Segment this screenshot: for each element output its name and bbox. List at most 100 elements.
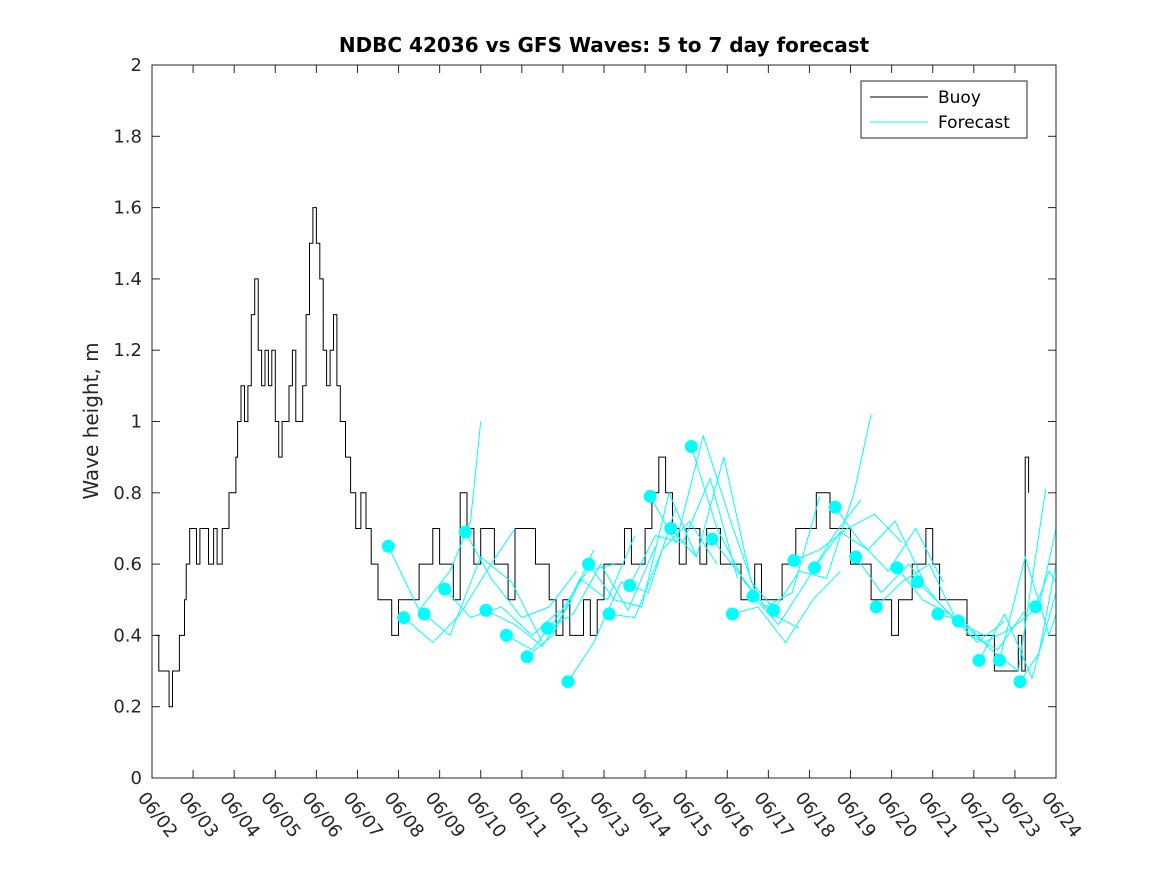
x-tick-label: 06/20	[873, 788, 921, 842]
forecast-point	[561, 675, 575, 689]
forecast-point	[910, 575, 924, 589]
x-tick-label: 06/07	[339, 788, 387, 842]
forecast-point	[458, 525, 472, 539]
forecast-point	[541, 621, 554, 635]
forecast-point	[746, 589, 760, 603]
forecast-point	[664, 522, 678, 535]
series-forecast-run	[506, 563, 615, 651]
forecast-point	[849, 550, 863, 564]
series-forecast-run	[958, 528, 1057, 644]
x-tick-label: 06/18	[791, 788, 839, 842]
x-tick-label: 06/19	[832, 788, 880, 842]
y-tick-label: 0.2	[113, 697, 142, 718]
series-forecast-run	[875, 563, 985, 636]
y-tick-label: 1.6	[113, 198, 142, 219]
x-tick-label: 06/24	[1037, 788, 1085, 842]
x-tick-label: 06/02	[133, 788, 181, 842]
forecast-point	[602, 607, 616, 621]
forecast-point	[417, 607, 431, 621]
series-forecast-run	[609, 520, 718, 619]
chart-title: NDBC 42036 vs GFS Waves: 5 to 7 day fore…	[339, 33, 870, 57]
series-forecast-run	[690, 446, 800, 629]
series-forecast-run	[916, 581, 1026, 651]
legend-buoy-label: Buoy	[938, 88, 981, 108]
x-tick-label: 06/03	[174, 788, 222, 842]
y-tick-label: 0.8	[113, 483, 142, 504]
legend-box	[860, 80, 1028, 139]
forecast-point	[828, 500, 842, 514]
x-tick-label: 06/13	[585, 788, 633, 842]
forecast-point	[684, 440, 698, 453]
x-tick-label: 06/06	[297, 788, 345, 842]
series-forecast-run	[629, 476, 738, 586]
series-forecast-run	[387, 421, 482, 612]
forecast-point	[520, 650, 534, 664]
x-tick-label: 06/09	[421, 788, 469, 842]
y-axis: 0 0.2 0.4 0.6 0.8 1 1.2 1.4 1.6 1.8 2	[113, 55, 1056, 789]
series-forecast-run	[978, 592, 1057, 680]
y-tick-label: 1.8	[113, 126, 142, 147]
y-tick-label: 1.2	[113, 340, 142, 361]
legend: Buoy Forecast	[860, 80, 1028, 139]
forecast-point	[767, 603, 780, 617]
series-forecast-run	[464, 531, 577, 619]
x-tick-label: 06/11	[503, 788, 551, 842]
forecast-point	[931, 607, 945, 621]
series-forecast-run	[711, 496, 821, 608]
series-forecast-run	[567, 506, 677, 682]
series-forecast-run	[423, 556, 543, 643]
series-forecast-run	[732, 570, 841, 644]
forecast-point	[725, 607, 739, 621]
series-forecast-run	[526, 535, 636, 658]
x-tick-label: 06/10	[462, 788, 510, 842]
plot-frame	[151, 64, 1057, 779]
forecast-point	[808, 561, 822, 575]
series-forecast-run	[999, 555, 1057, 661]
series-forecast-run	[670, 456, 779, 615]
forecast-point	[1029, 600, 1042, 614]
series-forecast-run	[1035, 570, 1057, 608]
forecast-point	[1013, 675, 1027, 689]
x-tick-label: 06/12	[544, 788, 592, 842]
forecast-point	[397, 611, 411, 625]
forecast-point	[479, 603, 493, 617]
series-forecast-run	[773, 414, 872, 611]
forecast-point	[890, 561, 904, 575]
series-buoy-line	[155, 207, 1030, 708]
forecast-point	[499, 628, 513, 642]
y-tick-label: 2	[131, 55, 142, 76]
forecast-point	[582, 557, 596, 571]
forecast-point	[951, 614, 965, 628]
x-tick-label: 06/05	[256, 788, 304, 842]
y-axis-label: Wave height, m	[79, 342, 103, 499]
forecast-point	[381, 539, 395, 553]
forecast-point	[643, 489, 657, 503]
series-forecast-run	[403, 528, 516, 644]
y-tick-label: 0	[131, 768, 142, 789]
x-tick-label: 06/22	[955, 788, 1003, 842]
x-tick-label: 06/17	[749, 788, 797, 842]
y-tick-label: 0.6	[113, 554, 142, 575]
forecast-point	[993, 653, 1006, 667]
forecast-point	[787, 554, 801, 567]
x-tick-label: 06/08	[380, 788, 428, 842]
series-forecast-run	[1019, 564, 1057, 682]
x-tick-label: 06/14	[626, 788, 674, 842]
series-forecast-run	[793, 513, 903, 561]
x-tick-label: 06/04	[215, 788, 263, 842]
series-forecast-run	[547, 546, 656, 629]
series-forecast-run	[834, 506, 944, 583]
y-tick-label: 1	[131, 412, 142, 433]
x-tick-label: 06/23	[996, 788, 1044, 842]
x-tick-label: 06/21	[914, 788, 962, 842]
legend-forecast-label: Forecast	[938, 113, 1010, 133]
forecast-point	[869, 600, 883, 614]
forecast-point	[705, 532, 719, 546]
x-tick-label: 06/15	[667, 788, 715, 842]
forecast-point	[623, 579, 637, 592]
y-tick-label: 1.4	[113, 269, 142, 290]
x-tick-label: 06/16	[708, 788, 756, 842]
forecast-point	[972, 653, 986, 667]
